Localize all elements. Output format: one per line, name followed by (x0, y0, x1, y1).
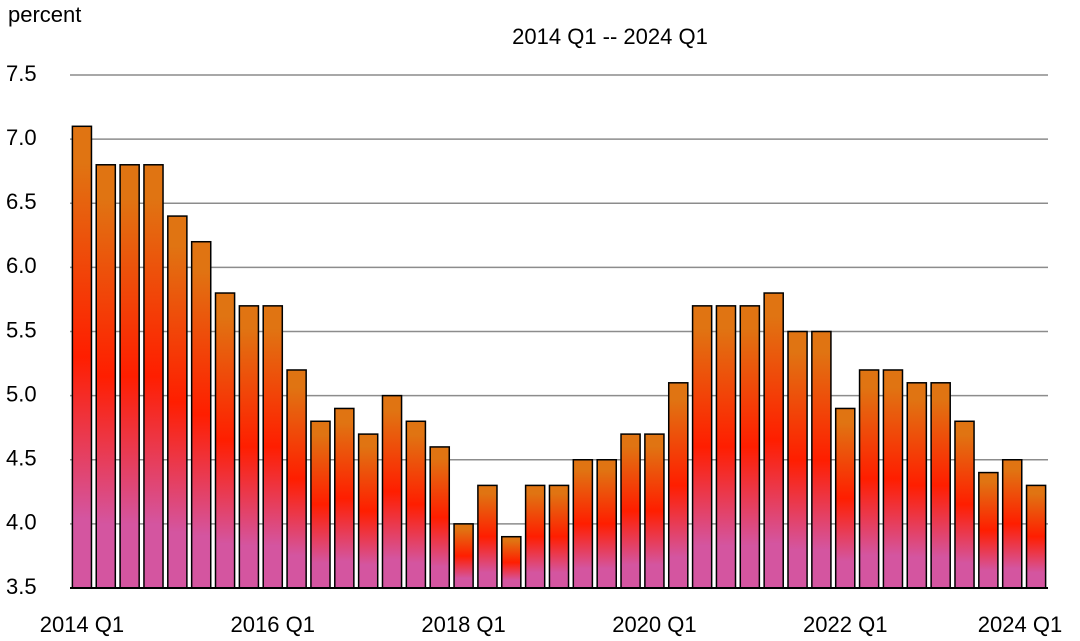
bar (167, 215, 188, 589)
y-tick-label: 5.5 (6, 317, 37, 342)
bar (572, 459, 594, 589)
bar (477, 484, 498, 589)
bar (286, 369, 307, 589)
bar (143, 164, 164, 589)
bar (954, 420, 975, 589)
bar (930, 382, 951, 589)
bar (95, 164, 117, 589)
bar (858, 369, 880, 589)
bar (739, 305, 761, 589)
bar (906, 382, 928, 589)
y-tick-label: 6.5 (6, 189, 37, 214)
bar (334, 407, 355, 589)
bar (691, 305, 713, 589)
y-tick-label: 7.0 (6, 125, 37, 150)
bar (357, 433, 379, 589)
bar (119, 164, 140, 589)
x-tick-label: 2020 Q1 (612, 612, 696, 637)
bar (429, 446, 451, 589)
x-tick-label: 2024 Q1 (978, 612, 1062, 637)
bar (787, 330, 808, 589)
bar (1001, 459, 1023, 589)
x-tick-label: 2014 Q1 (40, 612, 124, 637)
y-tick-label: 5.0 (6, 381, 37, 406)
bar (262, 305, 284, 589)
bar (405, 420, 427, 589)
bar (667, 382, 689, 589)
bar (453, 523, 474, 589)
bar (524, 484, 546, 589)
bar (811, 330, 832, 589)
bar (71, 125, 93, 589)
bar (214, 292, 236, 589)
chart-subtitle: 2014 Q1 -- 2024 Q1 (512, 24, 708, 49)
bar (1025, 484, 1047, 589)
bar (978, 471, 999, 589)
bar (763, 292, 784, 589)
bar (715, 305, 737, 589)
y-tick-label: 3.5 (6, 574, 37, 599)
bar (238, 305, 260, 589)
bar (501, 535, 522, 589)
bar (882, 369, 904, 589)
bar (381, 394, 403, 589)
bar (596, 459, 617, 589)
x-tick-label: 2018 Q1 (421, 612, 505, 637)
y-axis-label: percent (8, 2, 81, 27)
x-tick-label: 2022 Q1 (803, 612, 887, 637)
bar (190, 240, 212, 589)
y-tick-label: 4.5 (6, 446, 37, 471)
y-tick-label: 6.0 (6, 253, 37, 278)
y-tick-label: 7.5 (6, 61, 37, 86)
bar (644, 433, 665, 589)
x-tick-label: 2016 Q1 (231, 612, 315, 637)
bar (620, 433, 641, 589)
bar (548, 484, 570, 589)
bar (310, 420, 331, 589)
bar (834, 407, 856, 589)
y-tick-label: 4.0 (6, 510, 37, 535)
